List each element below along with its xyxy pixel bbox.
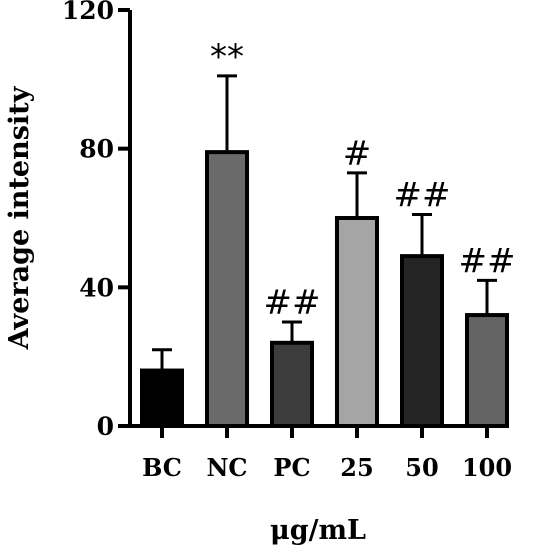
bar-NC [205,150,249,428]
significance-label: ## [459,241,516,281]
y-tick-label: 40 [79,273,114,302]
category-label: NC [206,453,247,482]
error-bars-layer [152,74,497,371]
y-tick-label: 80 [79,135,114,164]
category-label: 25 [340,453,373,482]
category-labels-layer: BC NC PC 25 50 100 [142,453,512,482]
y-ticks-layer: 0 40 80 120 [62,0,489,441]
y-axis-title: Average intensity [4,85,35,350]
category-label: PC [273,453,310,482]
bar-PC [270,340,314,428]
significance-label: ## [394,176,451,216]
bar-100 [465,313,509,429]
bar-50 [400,254,444,428]
axes-layer [128,10,508,428]
significance-label: ## [264,283,321,323]
bar-BC [140,368,184,428]
annotations-layer: **####### [210,37,515,323]
category-label: 50 [405,453,438,482]
bar-25 [335,216,379,428]
x-axis-title: μg/mL [270,515,366,546]
category-label: BC [142,453,182,482]
bars-layer [140,150,509,429]
significance-label: ** [210,37,244,77]
y-tick-label: 120 [62,0,114,25]
category-label: 100 [462,453,512,482]
y-tick-label: 0 [97,412,114,441]
significance-label: # [343,134,372,174]
